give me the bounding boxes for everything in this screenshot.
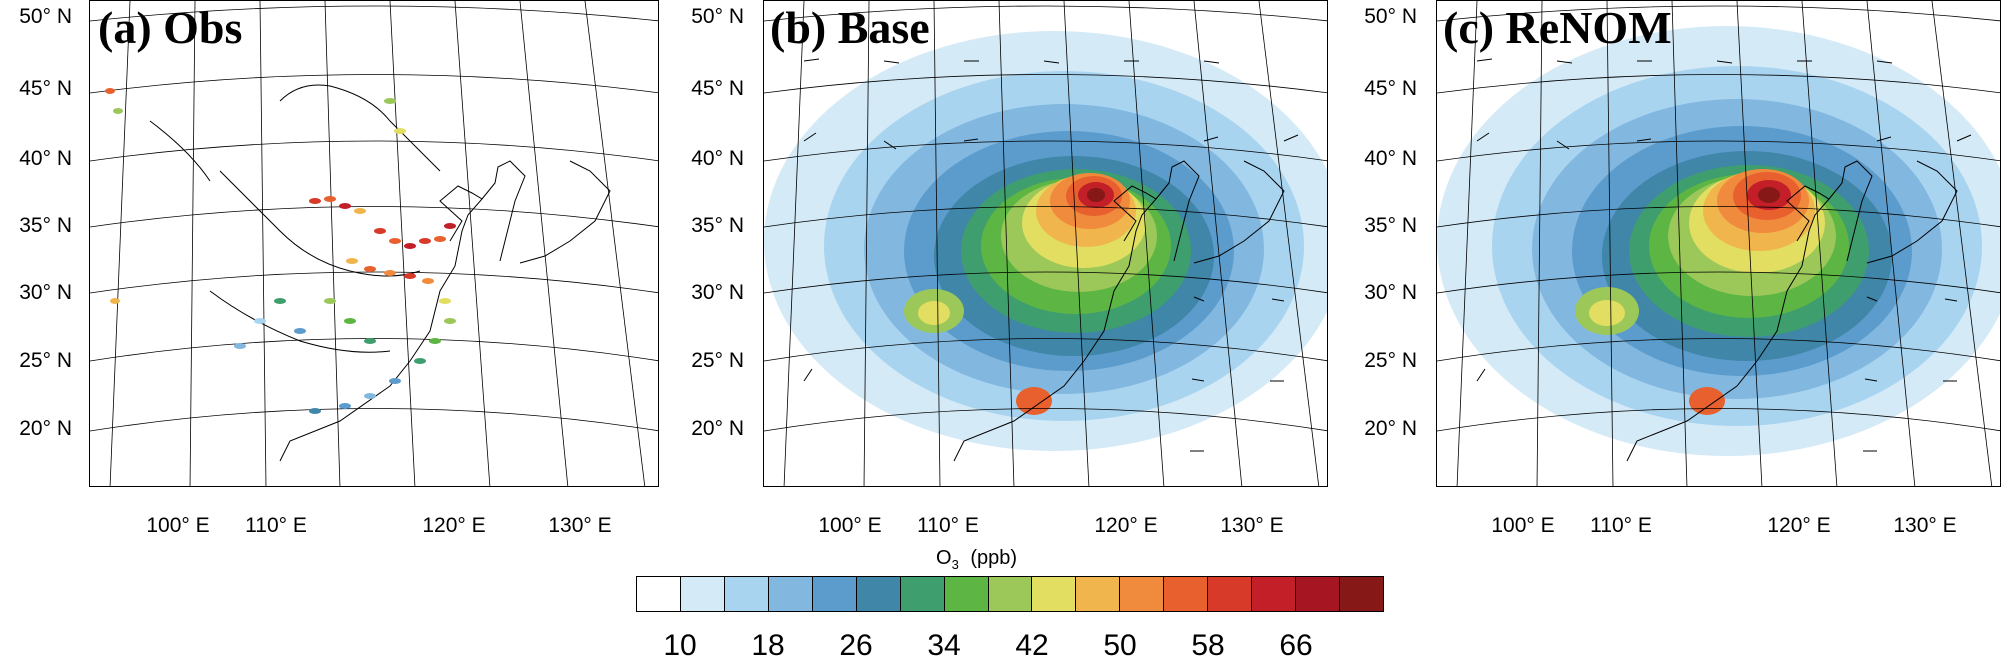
colorbar-title-unit: (ppb) (970, 547, 1018, 569)
lon-label-120: 120° E (1767, 514, 1831, 537)
colorbar-title-main: O (936, 547, 952, 569)
lon-label-120: 120° E (1094, 514, 1158, 537)
lat-label-40: 40° N (19, 147, 72, 170)
panel-title-renom: (c) ReNOM (1443, 2, 1672, 53)
o3-field-renom (1437, 26, 2000, 456)
colorbar-tick-label: 50 (1103, 629, 1137, 662)
colorbar-swatch (900, 577, 945, 611)
obs-station-markers (105, 88, 456, 414)
coastline (149, 84, 611, 462)
map-frame-obs: (a) Obs (89, 0, 659, 487)
graticule (764, 1, 1327, 486)
lon-label-110: 110° E (917, 514, 979, 537)
colorbar-tick-label: 26 (839, 629, 873, 662)
lat-label-20: 20° N (19, 417, 72, 440)
map-renom: (c) ReNOM (1437, 1, 2000, 486)
colorbar-swatch (1252, 577, 1297, 611)
lat-label-35: 35° N (1364, 214, 1417, 237)
lat-label-40: 40° N (1364, 147, 1417, 170)
lat-label-30: 30° N (691, 281, 744, 304)
colorbar-title-sub: 3 (951, 557, 959, 572)
colorbar-swatch (856, 577, 901, 611)
colorbar-swatch (812, 577, 857, 611)
colorbar-swatch (1296, 577, 1340, 611)
lat-label-30: 30° N (1364, 281, 1417, 304)
lat-label-50: 50° N (1364, 5, 1417, 28)
lon-label-130: 130° E (1220, 514, 1284, 537)
colorbar-swatch (1120, 577, 1165, 611)
lon-label-110: 110° E (245, 514, 307, 537)
colorbar-swatch (680, 577, 725, 611)
colorbar-tick-label: 42 (1015, 629, 1049, 662)
colorbar-swatch (637, 577, 681, 611)
graticule (1437, 1, 2000, 486)
lat-label-45: 45° N (1364, 77, 1417, 100)
colorbar-swatch (1032, 577, 1077, 611)
colorbar-swatch (1076, 577, 1121, 611)
colorbar-tick-label: 66 (1279, 629, 1313, 662)
lon-label-130: 130° E (548, 514, 612, 537)
lat-label-20: 20° N (691, 417, 744, 440)
colorbar-tick-label: 58 (1191, 629, 1225, 662)
colorbar-title: O3 (ppb) (936, 547, 1017, 576)
colorbar-tick-label: 18 (751, 629, 785, 662)
lon-label-100: 100° E (818, 514, 882, 537)
map-frame-base: (b) Base (763, 0, 1328, 487)
colorbar-tick-label: 10 (663, 629, 697, 662)
lon-label-120: 120° E (422, 514, 486, 537)
map-obs: (a) Obs (90, 1, 658, 486)
lat-label-35: 35° N (691, 214, 744, 237)
graticule (90, 1, 658, 486)
lat-label-50: 50° N (19, 5, 72, 28)
lat-label-25: 25° N (1364, 349, 1417, 372)
lat-label-35: 35° N (19, 214, 72, 237)
lat-label-50: 50° N (691, 5, 744, 28)
lat-label-40: 40° N (691, 147, 744, 170)
colorbar-swatch (944, 577, 989, 611)
lat-label-30: 30° N (19, 281, 72, 304)
lon-label-130: 130° E (1893, 514, 1957, 537)
colorbar (636, 576, 1384, 612)
coastline (953, 160, 1285, 462)
colorbar-swatch (724, 577, 769, 611)
map-base: (b) Base (764, 1, 1327, 486)
lon-label-110: 110° E (1590, 514, 1652, 537)
lat-label-25: 25° N (691, 349, 744, 372)
wind-vectors (803, 58, 1299, 452)
panel-title-base: (b) Base (770, 2, 930, 53)
colorbar-swatch (1208, 577, 1253, 611)
lon-label-100: 100° E (146, 514, 210, 537)
colorbar-swatch (1340, 577, 1383, 611)
coastline (1626, 160, 1958, 462)
colorbar-tick-label: 34 (927, 629, 961, 662)
lat-label-20: 20° N (1364, 417, 1417, 440)
colorbar-swatch (988, 577, 1033, 611)
colorbar-swatch (1164, 577, 1209, 611)
wind-vectors (1476, 58, 1972, 452)
panel-title-obs: (a) Obs (98, 2, 242, 53)
lat-label-25: 25° N (19, 349, 72, 372)
map-frame-renom: (c) ReNOM (1436, 0, 2001, 487)
lat-label-45: 45° N (19, 77, 72, 100)
colorbar-swatch (768, 577, 813, 611)
lon-label-100: 100° E (1491, 514, 1555, 537)
lat-label-45: 45° N (691, 77, 744, 100)
